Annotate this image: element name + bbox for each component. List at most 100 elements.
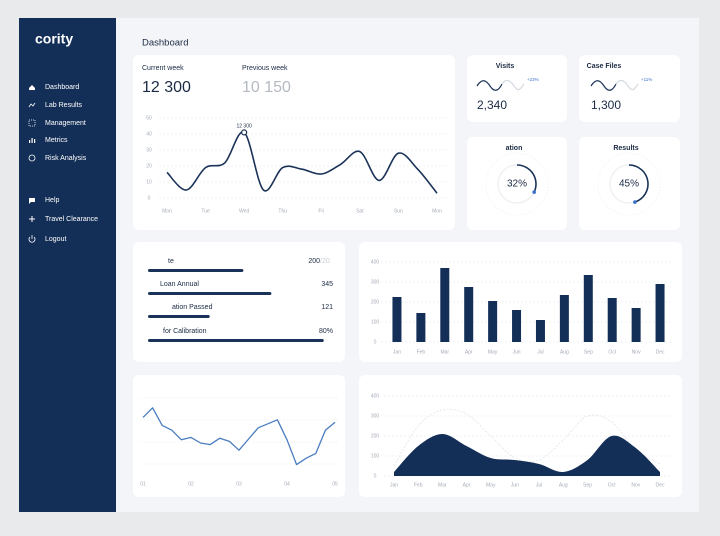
x-tick-label: Feb: [414, 482, 423, 488]
progress-value: 200: [308, 258, 320, 265]
page-title: Dashboard: [142, 38, 188, 49]
x-tick-label: Dec: [656, 349, 665, 355]
progress-label: for Calibration: [163, 328, 207, 335]
gauge-dot: [532, 190, 536, 194]
bar: [416, 313, 426, 342]
icon-bar: [29, 140, 31, 143]
peak-marker: [241, 129, 248, 136]
x-tick-label: Jul: [537, 349, 543, 355]
bar: [512, 310, 522, 342]
x-tick-label: Sep: [583, 482, 592, 488]
icon-bar: [31, 138, 33, 143]
icon-bar: [34, 139, 36, 143]
x-tick-label: Oct: [608, 482, 616, 488]
sparklines: [476, 79, 639, 91]
stat-title: Visits: [496, 63, 515, 70]
menu-item: Lab Results: [45, 102, 82, 109]
x-tick-label: 05: [332, 481, 338, 487]
gauge-guide: [485, 152, 549, 216]
progress-bar: [148, 339, 324, 342]
x-tick-label: Jan: [393, 349, 401, 355]
menu-item: Dashboard: [45, 84, 79, 91]
menu-icons: [28, 85, 36, 243]
y-tick-label: 0: [374, 473, 377, 479]
stat-change: +23%: [527, 77, 539, 82]
peak-label: 12 300: [236, 124, 252, 130]
menu-item: Help: [45, 197, 60, 204]
bar: [583, 275, 593, 342]
icon-logout: [28, 235, 36, 243]
y-tick-label: 50: [146, 115, 152, 121]
gauge-dot: [633, 200, 637, 204]
gauge-value: 45%: [619, 179, 639, 190]
x-tick-label: Wed: [239, 208, 249, 214]
progress-value: 345: [321, 281, 333, 288]
y-tick-label: 100: [371, 319, 380, 325]
card: [467, 137, 567, 230]
gauge-guide: [597, 152, 661, 216]
bar: [631, 308, 641, 342]
stat-change: +11%: [641, 77, 652, 82]
y-tick-label: 10: [146, 179, 152, 185]
x-tick-label: Feb: [417, 349, 426, 355]
stat-title: Case Files: [587, 63, 622, 70]
icon-grid: [28, 119, 36, 127]
bar: [488, 301, 498, 342]
sidebar: [19, 18, 116, 512]
stat-value: 2,340: [477, 98, 507, 112]
x-tick-label: Tue: [201, 208, 210, 214]
x-tick-label: Mar: [438, 482, 447, 488]
y-tick-label: 100: [371, 453, 380, 459]
progress-bar: [148, 292, 272, 295]
area-series: [394, 434, 660, 476]
previous-label: Previous week: [242, 65, 288, 72]
x-tick-label: Apr: [463, 482, 471, 488]
sparkline: [476, 80, 503, 91]
y-tick-label: 0: [374, 339, 377, 345]
gauge-title: ation: [506, 145, 523, 152]
y-tick-label: 0: [148, 195, 151, 201]
x-tick-label: Sat: [356, 208, 364, 214]
x-tick-label: Mar: [440, 349, 449, 355]
gauge-arc: [628, 164, 649, 203]
card: [359, 242, 682, 362]
x-tick-label: Nov: [632, 349, 641, 355]
gauge-title: Results: [613, 145, 638, 152]
progress-value: 80%: [319, 328, 333, 335]
card: [133, 55, 455, 230]
cards: [133, 55, 682, 497]
sparkline: [501, 79, 525, 91]
menu-item: Management: [45, 120, 86, 127]
current-value: 12 300: [142, 79, 191, 96]
bar: [440, 268, 450, 342]
trend-guides: [140, 397, 338, 465]
x-tick-label: Mon: [432, 208, 442, 214]
gauge-value: 32%: [507, 179, 527, 190]
card: [579, 137, 680, 230]
bar: [607, 298, 617, 342]
x-tick-label: May: [488, 349, 498, 355]
icon-travel: [29, 216, 35, 222]
x-tick-label: Dec: [656, 482, 665, 488]
bar: [559, 295, 569, 342]
progress-bar: [148, 269, 244, 272]
icon-home: [29, 85, 35, 90]
bar: [392, 297, 402, 342]
progress-label: te: [168, 258, 174, 265]
stat-value: 1,300: [591, 98, 621, 112]
y-tick-label: 400: [371, 259, 380, 265]
progress-label: ation Passed: [172, 304, 213, 311]
menu-item: Metrics: [45, 137, 68, 144]
menu-item: Travel Clearance: [45, 216, 98, 223]
progress-bar: [148, 315, 210, 318]
x-tick-label: 03: [236, 481, 242, 487]
logo: cority: [35, 31, 73, 47]
line-series: [166, 131, 438, 194]
y-tick-label: 20: [146, 163, 152, 169]
bar: [535, 320, 545, 342]
y-tick-label: 400: [371, 393, 380, 399]
menu-item: Logout: [45, 236, 66, 243]
current-label: Current week: [142, 65, 184, 72]
x-tick-label: 04: [284, 481, 290, 487]
